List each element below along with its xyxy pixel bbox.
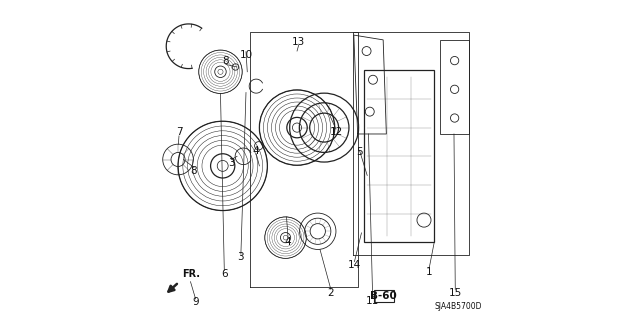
Text: 3: 3 xyxy=(237,252,244,263)
Text: 14: 14 xyxy=(348,260,361,270)
Text: 15: 15 xyxy=(449,288,462,298)
Text: SJA4B5700D: SJA4B5700D xyxy=(434,302,481,311)
Text: 4: 4 xyxy=(285,237,291,247)
Text: 5: 5 xyxy=(356,147,363,158)
Text: 4: 4 xyxy=(253,145,259,156)
Bar xyxy=(374,290,394,302)
Text: B-60: B-60 xyxy=(371,291,397,301)
Bar xyxy=(364,70,434,242)
Text: 8: 8 xyxy=(191,166,197,176)
Text: 13: 13 xyxy=(292,37,305,47)
Text: 3: 3 xyxy=(228,158,235,168)
Text: 7: 7 xyxy=(176,127,182,137)
Text: 12: 12 xyxy=(330,127,342,137)
Text: 1: 1 xyxy=(426,267,433,277)
Bar xyxy=(440,40,469,134)
Text: 10: 10 xyxy=(239,50,253,60)
Text: 11: 11 xyxy=(366,296,380,306)
Text: FR.: FR. xyxy=(182,269,200,279)
Text: 8: 8 xyxy=(223,56,229,66)
Text: 9: 9 xyxy=(192,297,199,308)
Text: 6: 6 xyxy=(221,269,228,279)
Text: 2: 2 xyxy=(328,288,334,298)
